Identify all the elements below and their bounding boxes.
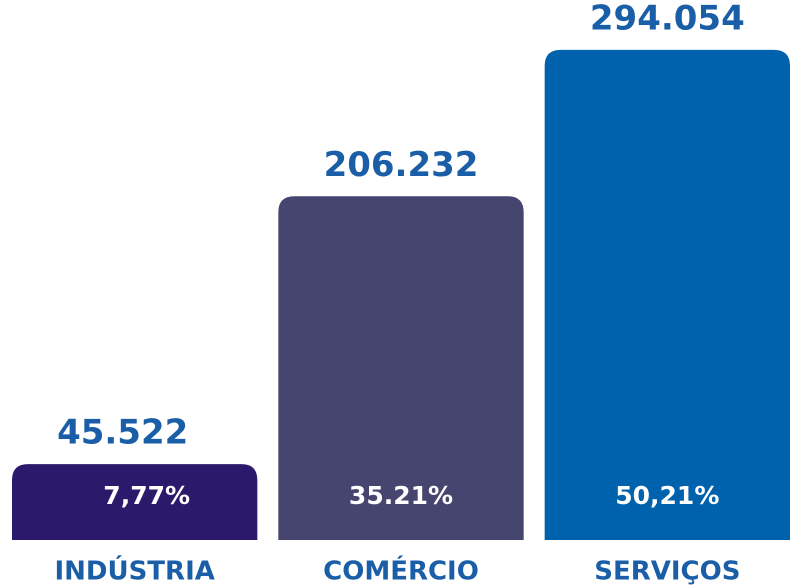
- percent-label: 7,77%: [103, 481, 190, 510]
- x-tick-label: COMÉRCIO: [323, 555, 479, 587]
- x-tick-label: SERVIÇOS: [594, 557, 740, 587]
- value-label: 45.522: [57, 413, 188, 453]
- value-label: 294.054: [590, 0, 745, 38]
- bar: [278, 196, 524, 540]
- percent-label: 35.21%: [349, 481, 453, 510]
- x-tick-label: INDÚSTRIA: [54, 555, 214, 587]
- bar: [544, 49, 790, 540]
- value-label: 206.232: [324, 145, 479, 185]
- bar: [12, 464, 258, 540]
- percent-label: 50,21%: [615, 481, 719, 510]
